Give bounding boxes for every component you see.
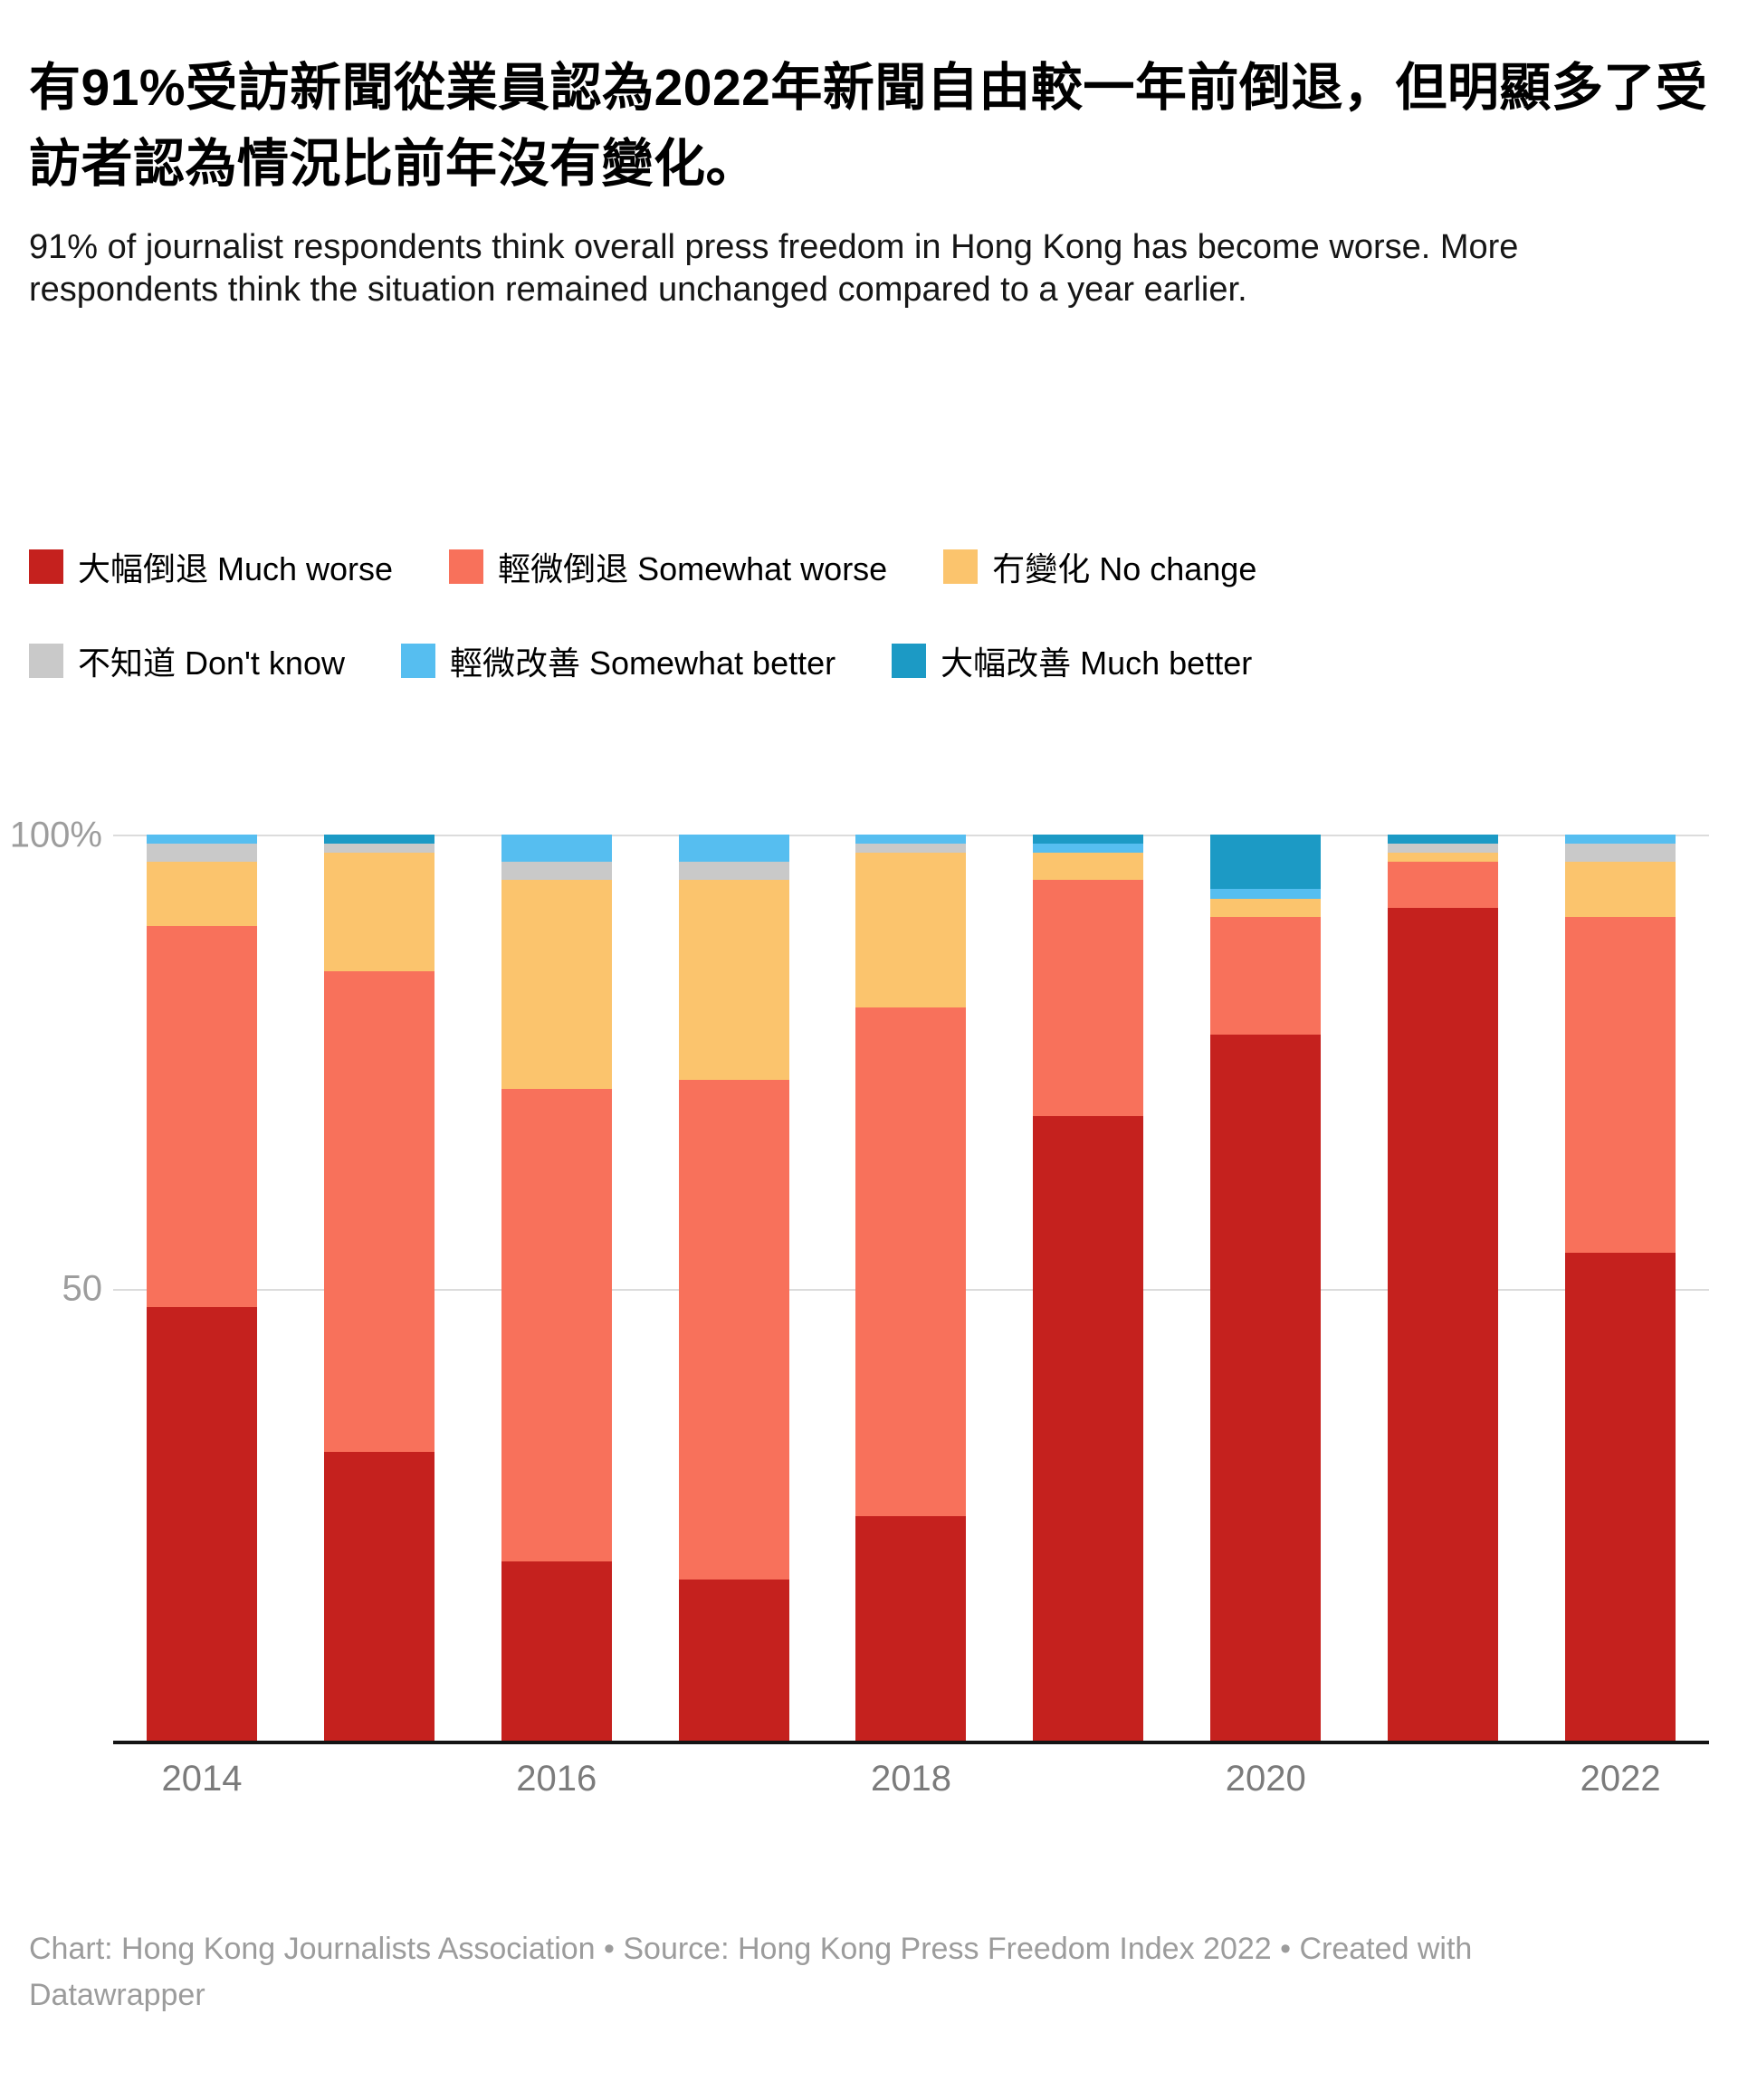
bar-2020: [1210, 835, 1322, 1743]
legend-swatch-icon: [449, 549, 484, 585]
bar-segment: [146, 1306, 257, 1743]
bar-2018: [855, 835, 967, 1743]
bar-segment: [1210, 1034, 1322, 1743]
bar-segment: [678, 880, 789, 1081]
bar-segment: [678, 862, 789, 881]
bar-2022: [1564, 835, 1676, 1743]
legend-swatch-icon: [400, 644, 435, 679]
bar-segment: [501, 862, 612, 881]
legend-label: 大幅倒退 Much worse: [78, 550, 394, 588]
legend-swatch-icon: [892, 644, 927, 679]
bar-segment: [501, 835, 612, 863]
plot-area: 100% 50: [10, 816, 1709, 1745]
bar-2017: [678, 835, 789, 1743]
x-tick-label: 2016: [516, 1759, 597, 1799]
bar-segment: [678, 835, 789, 863]
x-tick-label: 2014: [161, 1759, 243, 1799]
legend-item: 大幅改善 Much better: [892, 637, 1252, 684]
bar-segment: [1564, 862, 1676, 917]
bar-segment: [1388, 844, 1499, 854]
bar-2016: [501, 835, 612, 1743]
x-tick-label: [999, 1759, 1177, 1799]
bar-segment: [1033, 880, 1144, 1117]
legend: 大幅倒退 Much worse 輕微倒退 Somewhat worse 冇變化 No…: [29, 543, 1709, 684]
bar-segment: [678, 1080, 789, 1580]
bar-segment: [855, 1007, 967, 1516]
legend-swatch-icon: [29, 644, 63, 679]
bar-segment: [1564, 835, 1676, 845]
bar-segment: [501, 880, 612, 1090]
y-axis-tick-50: 50: [62, 1268, 103, 1309]
bar-segment: [146, 862, 257, 926]
bar-segment: [1033, 835, 1144, 845]
bar-segment: [323, 835, 434, 845]
bar-segment: [1210, 916, 1322, 1035]
bar-segment: [855, 1515, 967, 1743]
bar-segment: [1564, 1252, 1676, 1743]
bar-segment: [1388, 862, 1499, 908]
x-tick-label: [1354, 1759, 1532, 1799]
x-axis-labels: 2014 2016 2018 2020 2022: [113, 1759, 1709, 1799]
bar-segment: [1388, 835, 1499, 845]
x-axis-line: [113, 1741, 1709, 1745]
bar-segment: [855, 853, 967, 1007]
bar-segment: [323, 1452, 434, 1743]
legend-item: 冇變化 No change: [943, 543, 1256, 590]
footer-credit: Chart: Hong Kong Journalists Association…: [29, 1932, 1473, 2013]
chart-subtitle: 91% of journalist respondents think over…: [29, 227, 1519, 310]
bar-2015: [323, 835, 434, 1743]
bar-segment: [1564, 844, 1676, 863]
legend-item: 大幅倒退 Much worse: [29, 543, 393, 590]
x-tick-label: 2018: [871, 1759, 951, 1799]
legend-swatch-icon: [943, 549, 979, 585]
x-tick-label: [645, 1759, 823, 1799]
bar-segment: [855, 835, 967, 845]
chart-title: 有91%受訪新聞從業員認為2022年新聞自由較一年前倒退，但明顯多了受訪者認為情…: [29, 59, 1708, 193]
legend-label: 輕微改善 Somewhat better: [449, 644, 836, 682]
bar-segment: [146, 925, 257, 1307]
bar-segment: [501, 1561, 612, 1743]
bar-segment: [501, 1089, 612, 1561]
y-axis-tick-100: 100%: [9, 815, 102, 855]
bar-segment: [1210, 889, 1322, 899]
bar-segment: [1388, 907, 1499, 1743]
bar-segment: [146, 835, 257, 845]
bar-segment: [1564, 916, 1676, 1253]
bars-container: [113, 835, 1709, 1743]
bar-segment: [1210, 898, 1322, 917]
bar-segment: [1033, 844, 1144, 854]
bar-2021: [1388, 835, 1499, 1743]
legend-item: 輕微倒退 Somewhat worse: [449, 543, 887, 590]
bar-segment: [1210, 835, 1322, 890]
legend-label: 大幅改善 Much better: [941, 644, 1253, 682]
legend-item: 不知道 Don't know: [29, 637, 345, 684]
legend-label: 不知道 Don't know: [78, 644, 345, 682]
legend-label: 輕微倒退 Somewhat worse: [498, 550, 888, 588]
bar-segment: [323, 970, 434, 1453]
x-tick-label: 2022: [1580, 1759, 1661, 1799]
bar-segment: [855, 844, 967, 854]
bar-2019: [1033, 835, 1144, 1743]
bar-segment: [678, 1579, 789, 1743]
bar-segment: [146, 844, 257, 863]
legend-label: 冇變化 No change: [992, 550, 1257, 588]
legend-swatch-icon: [29, 549, 63, 585]
bar-segment: [1388, 853, 1499, 863]
bar-segment: [323, 844, 434, 854]
x-tick-label: 2020: [1225, 1759, 1306, 1799]
bar-2014: [146, 835, 257, 1743]
legend-item: 輕微改善 Somewhat better: [400, 637, 836, 684]
bar-segment: [323, 853, 434, 971]
bar-segment: [1033, 853, 1144, 881]
bar-segment: [1033, 1116, 1144, 1743]
x-tick-label: [291, 1759, 468, 1799]
